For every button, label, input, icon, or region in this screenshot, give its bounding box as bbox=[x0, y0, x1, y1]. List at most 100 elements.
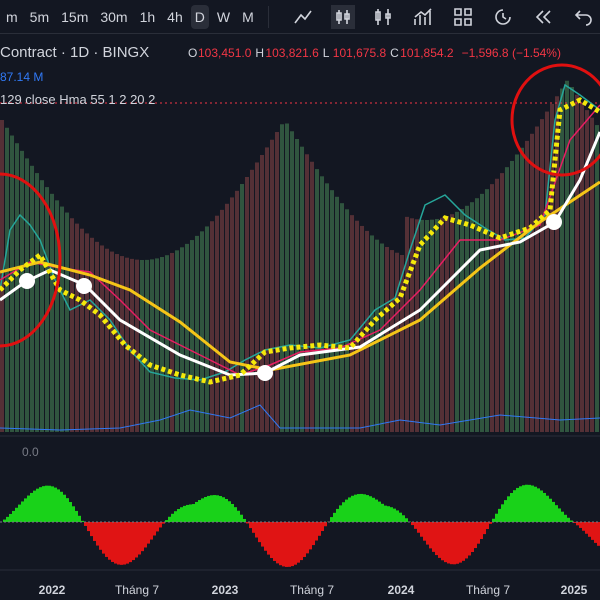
osc-bar bbox=[105, 522, 108, 557]
stripe bbox=[90, 237, 94, 432]
osc-bar bbox=[63, 494, 66, 522]
signal-dot bbox=[19, 273, 35, 289]
osc-bar bbox=[558, 508, 561, 522]
stripe bbox=[330, 190, 334, 432]
stripe bbox=[115, 254, 119, 432]
osc-bar bbox=[45, 485, 48, 522]
stripe bbox=[595, 125, 599, 432]
osc-bar bbox=[549, 498, 552, 522]
stripe bbox=[245, 177, 249, 432]
icon-path bbox=[374, 8, 391, 25]
tool-icon[interactable] bbox=[491, 5, 515, 29]
highlight-circle bbox=[510, 63, 600, 177]
stripe bbox=[175, 250, 179, 432]
interval-button[interactable]: 5m bbox=[29, 8, 50, 25]
interval-button[interactable]: 30m bbox=[100, 8, 128, 25]
osc-bar bbox=[348, 497, 351, 522]
interval-button[interactable]: 1h bbox=[139, 8, 156, 25]
osc-bar bbox=[3, 519, 6, 522]
icon-path bbox=[574, 9, 592, 26]
stripe bbox=[560, 88, 564, 433]
osc-bar bbox=[498, 508, 501, 522]
osc-bar bbox=[78, 515, 81, 522]
osc-bar bbox=[318, 522, 321, 536]
ohlc: O 103,451.0 H 103,821.6 L 101,675.8 C 101,854.2… bbox=[188, 46, 561, 60]
stripe bbox=[475, 198, 479, 432]
osc-bar bbox=[483, 522, 486, 535]
x-label: 2025 bbox=[561, 583, 588, 597]
tool-icon[interactable] bbox=[330, 4, 355, 29]
osc-bar bbox=[426, 522, 429, 545]
osc-bar bbox=[234, 507, 237, 522]
stripe bbox=[255, 162, 259, 432]
osc-bar bbox=[30, 492, 33, 522]
osc-bar bbox=[288, 522, 291, 567]
ohlc-value: 103,821.6 bbox=[265, 46, 319, 60]
osc-bar bbox=[213, 495, 216, 522]
toolbar: m 5m 15m 30m 1h 4h D W M bbox=[0, 0, 600, 34]
stripe bbox=[580, 102, 584, 432]
stripe bbox=[225, 203, 229, 432]
osc-bar bbox=[453, 522, 456, 565]
osc-bar bbox=[591, 522, 594, 540]
osc-bar bbox=[402, 515, 405, 522]
osc-bar bbox=[123, 522, 126, 565]
osc-bar bbox=[258, 522, 261, 543]
stripe bbox=[550, 103, 554, 432]
stripe bbox=[345, 209, 349, 432]
osc-bar bbox=[27, 495, 30, 522]
x-label: Tháng 7 bbox=[466, 583, 510, 597]
osc-bar bbox=[321, 522, 324, 532]
osc-bar bbox=[501, 504, 504, 522]
tool-icon[interactable] bbox=[531, 5, 555, 29]
stripe bbox=[240, 184, 244, 432]
stripe bbox=[315, 169, 319, 432]
stripe bbox=[360, 225, 364, 432]
stripe bbox=[305, 154, 309, 433]
stripe bbox=[575, 94, 579, 432]
osc-bar bbox=[552, 501, 555, 522]
osc-bar bbox=[546, 495, 549, 522]
osc-bar bbox=[93, 522, 96, 541]
stripe bbox=[35, 173, 39, 433]
osc-bar bbox=[366, 495, 369, 522]
osc-bar bbox=[363, 494, 366, 522]
osc-bar bbox=[39, 487, 42, 522]
stripe bbox=[335, 196, 339, 432]
stripe bbox=[250, 169, 254, 432]
tool-icon[interactable] bbox=[411, 5, 435, 29]
stripe bbox=[45, 187, 49, 432]
osc-bar bbox=[111, 522, 114, 562]
tool-icon[interactable] bbox=[371, 5, 395, 29]
stripe bbox=[585, 110, 589, 433]
stripe bbox=[190, 240, 194, 432]
interval-button[interactable]: D bbox=[190, 4, 209, 29]
osc-bar bbox=[465, 522, 468, 559]
tool-icon[interactable] bbox=[451, 5, 475, 29]
stripe bbox=[545, 111, 549, 433]
interval-button[interactable]: W bbox=[216, 8, 231, 25]
tool-icon[interactable] bbox=[291, 5, 315, 29]
interval-button[interactable]: m bbox=[6, 8, 18, 25]
osc-bar bbox=[120, 522, 123, 565]
interval-button[interactable]: 15m bbox=[61, 8, 89, 25]
stripe bbox=[20, 150, 24, 432]
hma-white bbox=[0, 131, 600, 377]
osc-bar bbox=[168, 516, 171, 522]
osc-bar bbox=[381, 503, 384, 522]
osc-bar bbox=[396, 510, 399, 522]
osc-bar bbox=[267, 522, 270, 555]
stripe bbox=[405, 216, 409, 432]
interval-button[interactable]: 4h bbox=[167, 8, 183, 25]
separator bbox=[267, 5, 269, 28]
osc-bar bbox=[12, 510, 15, 522]
interval-button[interactable]: M bbox=[242, 8, 254, 25]
tool-icon[interactable] bbox=[571, 5, 595, 29]
osc-bar bbox=[108, 522, 111, 560]
osc-bar bbox=[87, 522, 90, 532]
stripe bbox=[480, 193, 484, 432]
stripe bbox=[570, 87, 574, 432]
osc-bar bbox=[540, 490, 543, 522]
stripe bbox=[30, 165, 34, 432]
stripe bbox=[395, 252, 399, 432]
